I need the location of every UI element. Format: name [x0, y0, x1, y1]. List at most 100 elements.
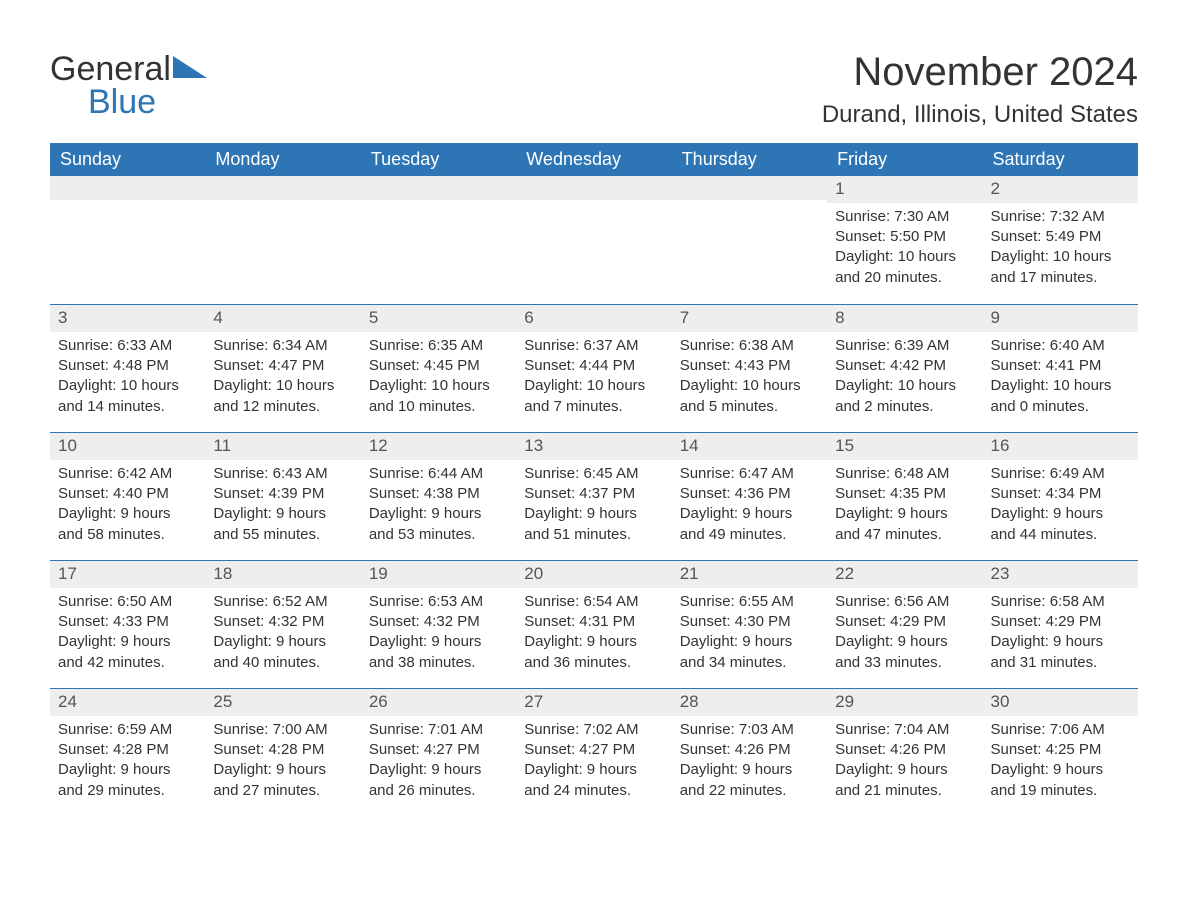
- cell-line-sunset: Sunset: 4:37 PM: [524, 484, 663, 504]
- cell-body: Sunrise: 6:40 AMSunset: 4:41 PMDaylight:…: [983, 336, 1138, 417]
- cell-line-sunrise: Sunrise: 7:30 AM: [835, 207, 974, 227]
- cell-line-sunset: Sunset: 4:34 PM: [991, 484, 1130, 504]
- cell-body: Sunrise: 7:03 AMSunset: 4:26 PMDaylight:…: [672, 720, 827, 801]
- location: Durand, Illinois, United States: [822, 101, 1138, 129]
- cell-line-day2: and 26 minutes.: [369, 781, 508, 801]
- cell-body: Sunrise: 6:56 AMSunset: 4:29 PMDaylight:…: [827, 592, 982, 673]
- cell-body: Sunrise: 6:34 AMSunset: 4:47 PMDaylight:…: [205, 336, 360, 417]
- cell-line-sunset: Sunset: 4:45 PM: [369, 356, 508, 376]
- empty-day-bar: [672, 176, 827, 200]
- cell-line-day1: Daylight: 10 hours: [524, 376, 663, 396]
- header: General Blue November 2024 Durand, Illin…: [50, 50, 1138, 129]
- cell-line-day1: Daylight: 9 hours: [213, 504, 352, 524]
- cell-body: Sunrise: 7:02 AMSunset: 4:27 PMDaylight:…: [516, 720, 671, 801]
- cell-line-day2: and 12 minutes.: [213, 397, 352, 417]
- cell-line-day2: and 19 minutes.: [991, 781, 1130, 801]
- week-row: 24Sunrise: 6:59 AMSunset: 4:28 PMDayligh…: [50, 688, 1138, 816]
- cell-line-sunset: Sunset: 4:32 PM: [369, 612, 508, 632]
- cell-body: Sunrise: 6:48 AMSunset: 4:35 PMDaylight:…: [827, 464, 982, 545]
- day-number: 30: [983, 689, 1138, 716]
- day-number: 4: [205, 305, 360, 332]
- calendar-cell: 27 Sunrise: 7:02 AMSunset: 4:27 PMDayligh…: [516, 689, 671, 816]
- cell-line-sunset: Sunset: 4:26 PM: [680, 740, 819, 760]
- cell-line-sunset: Sunset: 4:41 PM: [991, 356, 1130, 376]
- cell-line-sunrise: Sunrise: 6:49 AM: [991, 464, 1130, 484]
- cell-line-day2: and 29 minutes.: [58, 781, 197, 801]
- calendar-cell: 3Sunrise: 6:33 AMSunset: 4:48 PMDaylight…: [50, 305, 205, 432]
- cell-line-day1: Daylight: 9 hours: [991, 632, 1130, 652]
- dayhead-wed: Wednesday: [516, 143, 671, 176]
- calendar-cell: 18Sunrise: 6:52 AMSunset: 4:32 PMDayligh…: [205, 561, 360, 688]
- day-number: 15: [827, 433, 982, 460]
- day-number: 9: [983, 305, 1138, 332]
- calendar-cell: 1Sunrise: 7:30 AMSunset: 5:50 PMDaylight…: [827, 176, 982, 304]
- logo-flag-icon: [173, 56, 207, 82]
- calendar-cell: [50, 176, 205, 304]
- dayhead-fri: Friday: [827, 143, 982, 176]
- cell-line-sunset: Sunset: 4:30 PM: [680, 612, 819, 632]
- calendar-cell: 12Sunrise: 6:44 AMSunset: 4:38 PMDayligh…: [361, 433, 516, 560]
- cell-line-sunset: Sunset: 4:40 PM: [58, 484, 197, 504]
- cell-line-day1: Daylight: 10 hours: [991, 247, 1130, 267]
- cell-body: Sunrise: 7:00 AMSunset: 4:28 PMDaylight:…: [205, 720, 360, 801]
- cell-body: Sunrise: 6:42 AMSunset: 4:40 PMDaylight:…: [50, 464, 205, 545]
- cell-line-sunrise: Sunrise: 6:42 AM: [58, 464, 197, 484]
- calendar-cell: 5Sunrise: 6:35 AMSunset: 4:45 PMDaylight…: [361, 305, 516, 432]
- cell-body: Sunrise: 6:50 AMSunset: 4:33 PMDaylight:…: [50, 592, 205, 673]
- cell-line-day1: Daylight: 9 hours: [213, 760, 352, 780]
- dayhead-tue: Tuesday: [361, 143, 516, 176]
- calendar-cell: 24Sunrise: 6:59 AMSunset: 4:28 PMDayligh…: [50, 689, 205, 816]
- logo: General Blue: [50, 50, 207, 122]
- cell-line-day1: Daylight: 9 hours: [213, 632, 352, 652]
- empty-day-bar: [50, 176, 205, 200]
- cell-line-day2: and 53 minutes.: [369, 525, 508, 545]
- cell-body: Sunrise: 6:55 AMSunset: 4:30 PMDaylight:…: [672, 592, 827, 673]
- cell-line-sunset: Sunset: 5:49 PM: [991, 227, 1130, 247]
- cell-line-sunset: Sunset: 4:39 PM: [213, 484, 352, 504]
- calendar-cell: 21Sunrise: 6:55 AMSunset: 4:30 PMDayligh…: [672, 561, 827, 688]
- calendar-cell: 2 Sunrise: 7:32 AMSunset: 5:49 PMDaylight…: [983, 176, 1138, 304]
- cell-line-sunset: Sunset: 4:33 PM: [58, 612, 197, 632]
- cell-line-sunset: Sunset: 4:42 PM: [835, 356, 974, 376]
- cell-line-sunset: Sunset: 4:31 PM: [524, 612, 663, 632]
- calendar-cell: 28Sunrise: 7:03 AMSunset: 4:26 PMDayligh…: [672, 689, 827, 816]
- cell-line-day1: Daylight: 10 hours: [680, 376, 819, 396]
- cell-line-day1: Daylight: 9 hours: [835, 504, 974, 524]
- day-number: 5: [361, 305, 516, 332]
- calendar-cell: 30Sunrise: 7:06 AMSunset: 4:25 PMDayligh…: [983, 689, 1138, 816]
- cell-line-sunset: Sunset: 4:27 PM: [524, 740, 663, 760]
- week-row: 3Sunrise: 6:33 AMSunset: 4:48 PMDaylight…: [50, 304, 1138, 432]
- day-number: 26: [361, 689, 516, 716]
- day-number: 2: [983, 176, 1138, 203]
- cell-line-day1: Daylight: 9 hours: [680, 632, 819, 652]
- day-number: 27: [516, 689, 671, 716]
- cell-body: Sunrise: 7:01 AMSunset: 4:27 PMDaylight:…: [361, 720, 516, 801]
- day-number: 11: [205, 433, 360, 460]
- calendar-cell: 6Sunrise: 6:37 AMSunset: 4:44 PMDaylight…: [516, 305, 671, 432]
- cell-line-sunrise: Sunrise: 7:32 AM: [991, 207, 1130, 227]
- cell-line-day2: and 44 minutes.: [991, 525, 1130, 545]
- day-number: 13: [516, 433, 671, 460]
- cell-line-day2: and 10 minutes.: [369, 397, 508, 417]
- cell-line-sunrise: Sunrise: 6:58 AM: [991, 592, 1130, 612]
- cell-line-day2: and 34 minutes.: [680, 653, 819, 673]
- cell-line-sunrise: Sunrise: 7:04 AM: [835, 720, 974, 740]
- cell-line-day1: Daylight: 9 hours: [58, 632, 197, 652]
- cell-body: Sunrise: 6:52 AMSunset: 4:32 PMDaylight:…: [205, 592, 360, 673]
- calendar-cell: [672, 176, 827, 304]
- cell-line-sunrise: Sunrise: 7:06 AM: [991, 720, 1130, 740]
- day-number: 22: [827, 561, 982, 588]
- dayhead-mon: Monday: [205, 143, 360, 176]
- cell-line-sunset: Sunset: 4:35 PM: [835, 484, 974, 504]
- cell-line-sunset: Sunset: 4:26 PM: [835, 740, 974, 760]
- calendar-cell: [205, 176, 360, 304]
- cell-line-day1: Daylight: 9 hours: [524, 504, 663, 524]
- cell-line-day1: Daylight: 9 hours: [524, 760, 663, 780]
- cell-body: Sunrise: 6:37 AMSunset: 4:44 PMDaylight:…: [516, 336, 671, 417]
- cell-line-day1: Daylight: 10 hours: [213, 376, 352, 396]
- calendar-cell: 15 Sunrise: 6:48 AMSunset: 4:35 PMDayligh…: [827, 433, 982, 560]
- cell-line-day2: and 55 minutes.: [213, 525, 352, 545]
- cell-line-sunrise: Sunrise: 6:47 AM: [680, 464, 819, 484]
- cell-line-day1: Daylight: 9 hours: [58, 504, 197, 524]
- cell-line-day2: and 5 minutes.: [680, 397, 819, 417]
